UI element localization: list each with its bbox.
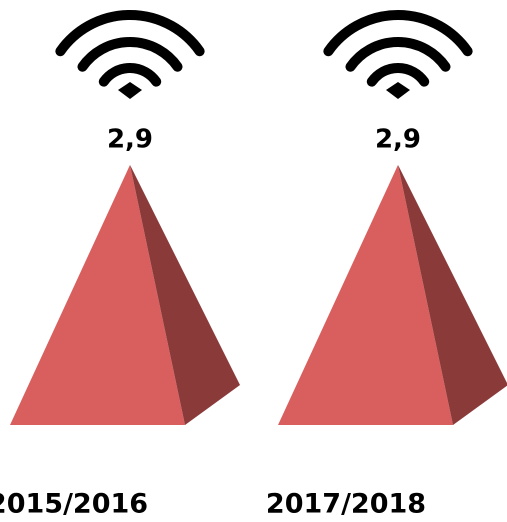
wifi-arc — [77, 37, 183, 72]
pyramid-front — [10, 164, 185, 425]
category-label: 2015/2016 — [0, 489, 148, 520]
pyramid-side — [398, 164, 507, 425]
value-label: 2,9 — [375, 125, 421, 155]
category-label: 2017/2018 — [266, 489, 426, 520]
wifi-dot — [386, 82, 410, 99]
wifi-arc — [345, 37, 451, 72]
pyramid — [10, 164, 240, 425]
pyramid-front — [278, 164, 453, 425]
wifi-arc — [55, 10, 205, 57]
value-label: 2,9 — [107, 125, 153, 155]
wifi-arc — [366, 63, 430, 87]
pyramid-side — [130, 164, 240, 425]
wifi-arc — [98, 63, 162, 87]
wifi-dot — [118, 82, 142, 99]
pyramid — [278, 164, 507, 425]
wifi-arc — [323, 10, 473, 57]
